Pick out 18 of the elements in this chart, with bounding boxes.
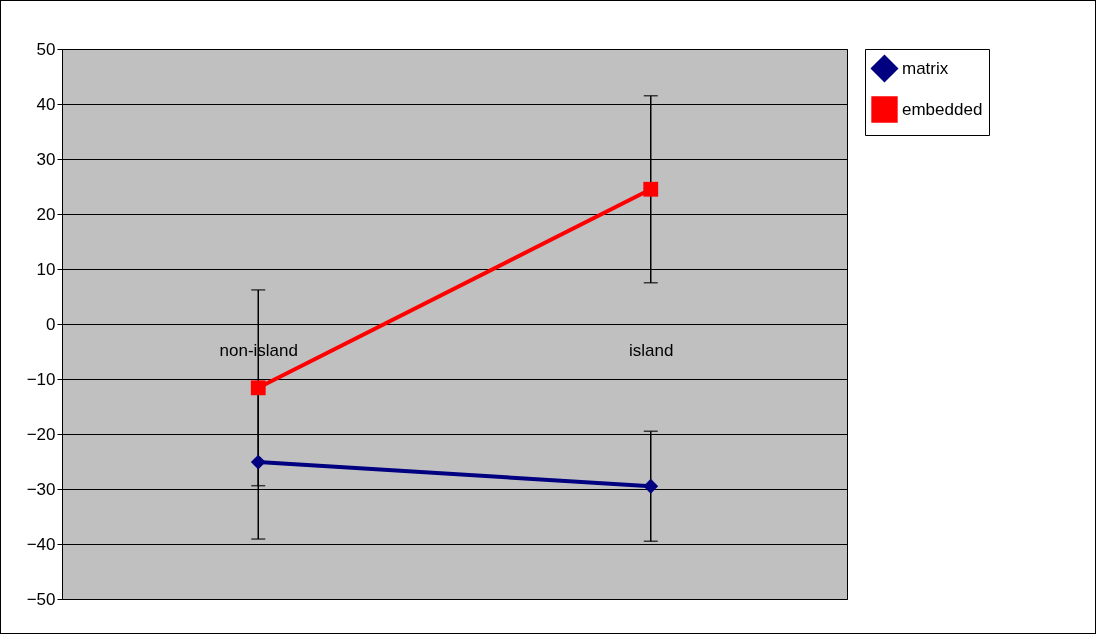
y-tick-label: −50 <box>26 589 56 609</box>
y-tick-label: −10 <box>26 369 56 389</box>
y-tick-label: 20 <box>36 204 56 224</box>
y-tick-label: 0 <box>46 314 56 334</box>
y-tick-label: 30 <box>36 149 56 169</box>
point <box>643 181 659 197</box>
y-tick-label: −30 <box>26 479 56 499</box>
legend-label: matrix <box>902 58 949 78</box>
y-tick-label: −20 <box>26 424 56 444</box>
point <box>643 478 659 494</box>
point <box>250 454 266 470</box>
y-tick-label: −40 <box>26 534 56 554</box>
y-tick-label: 40 <box>36 94 56 114</box>
legend-label: embedded <box>902 99 983 119</box>
y-tick-label: 50 <box>36 39 56 59</box>
y-tick-label: 10 <box>36 259 56 279</box>
point <box>250 380 266 396</box>
x-tick-label: island <box>629 340 674 360</box>
